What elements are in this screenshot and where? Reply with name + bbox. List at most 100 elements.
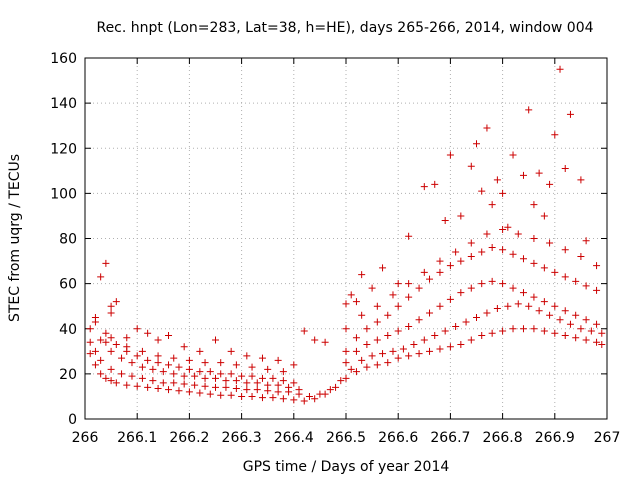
data-point bbox=[488, 277, 496, 285]
data-point bbox=[452, 322, 460, 330]
y-tick-label: 100 bbox=[50, 186, 77, 202]
data-point bbox=[467, 336, 475, 344]
data-point bbox=[191, 372, 199, 380]
data-point bbox=[587, 327, 595, 335]
data-point bbox=[415, 350, 423, 358]
data-point bbox=[159, 368, 167, 376]
data-point bbox=[457, 257, 465, 265]
data-point bbox=[561, 332, 569, 340]
data-point bbox=[577, 253, 585, 261]
data-point bbox=[426, 275, 434, 283]
data-point bbox=[452, 248, 460, 256]
data-point bbox=[519, 255, 527, 263]
data-point bbox=[384, 311, 392, 319]
x-tick-label: 266.3 bbox=[222, 430, 262, 446]
data-point bbox=[405, 322, 413, 330]
data-point bbox=[238, 372, 246, 380]
data-point bbox=[86, 338, 94, 346]
data-point bbox=[149, 365, 157, 373]
data-point bbox=[222, 383, 230, 391]
data-point bbox=[436, 257, 444, 265]
data-point bbox=[243, 379, 251, 387]
data-point bbox=[368, 352, 376, 360]
data-point bbox=[311, 395, 319, 403]
data-point bbox=[290, 379, 298, 387]
data-point bbox=[415, 284, 423, 292]
data-point bbox=[436, 268, 444, 276]
data-point bbox=[389, 347, 397, 355]
data-point bbox=[566, 110, 574, 118]
data-point bbox=[290, 361, 298, 369]
data-point bbox=[519, 325, 527, 333]
data-point bbox=[405, 280, 413, 288]
data-point bbox=[373, 302, 381, 310]
data-point bbox=[185, 388, 193, 396]
data-point bbox=[467, 284, 475, 292]
data-point bbox=[196, 389, 204, 397]
data-point bbox=[436, 302, 444, 310]
data-point bbox=[457, 289, 465, 297]
data-point bbox=[420, 268, 428, 276]
data-point bbox=[144, 383, 152, 391]
data-point bbox=[128, 359, 136, 367]
data-point bbox=[446, 151, 454, 159]
data-point bbox=[577, 176, 585, 184]
data-point bbox=[478, 332, 486, 340]
data-point bbox=[274, 356, 282, 364]
data-point bbox=[180, 372, 188, 380]
data-point bbox=[175, 387, 183, 395]
data-point bbox=[352, 334, 360, 342]
data-point bbox=[483, 124, 491, 132]
y-tick-label: 140 bbox=[50, 96, 77, 112]
data-point bbox=[112, 379, 120, 387]
data-point bbox=[165, 361, 173, 369]
data-point bbox=[154, 352, 162, 360]
data-point bbox=[175, 363, 183, 371]
data-point bbox=[546, 239, 554, 247]
data-point bbox=[196, 368, 204, 376]
data-point bbox=[107, 347, 115, 355]
data-point bbox=[212, 374, 219, 382]
x-tick-label: 266 bbox=[72, 430, 99, 446]
data-point bbox=[379, 350, 387, 358]
data-point bbox=[227, 391, 235, 399]
data-point bbox=[499, 327, 507, 335]
data-point bbox=[593, 320, 601, 328]
data-point bbox=[217, 359, 225, 367]
data-point bbox=[253, 386, 261, 394]
x-axis-title: GPS time / Days of year 2014 bbox=[243, 459, 450, 475]
x-tick-label: 267 bbox=[594, 430, 621, 446]
data-point bbox=[300, 327, 308, 335]
y-tick-label: 40 bbox=[59, 322, 77, 338]
data-point bbox=[180, 343, 188, 351]
data-point bbox=[405, 352, 413, 360]
data-point bbox=[123, 381, 131, 389]
data-point bbox=[556, 316, 564, 324]
data-point bbox=[165, 386, 173, 394]
data-point bbox=[467, 253, 475, 261]
data-point bbox=[107, 365, 115, 373]
x-tick-label: 266.4 bbox=[274, 430, 314, 446]
data-point bbox=[352, 298, 360, 306]
data-point bbox=[253, 379, 261, 387]
data-point bbox=[509, 284, 517, 292]
data-point bbox=[300, 397, 308, 405]
data-point bbox=[170, 370, 178, 378]
data-point bbox=[285, 383, 293, 391]
data-point bbox=[394, 327, 402, 335]
data-point bbox=[269, 374, 277, 382]
data-point bbox=[107, 377, 115, 385]
x-tick-label: 266.1 bbox=[117, 430, 157, 446]
data-point bbox=[196, 347, 204, 355]
data-point bbox=[561, 246, 569, 254]
data-point bbox=[420, 336, 428, 344]
data-point bbox=[389, 291, 397, 299]
data-point bbox=[342, 300, 350, 308]
data-point bbox=[91, 347, 99, 355]
data-point bbox=[212, 383, 219, 391]
data-point bbox=[551, 131, 559, 139]
data-point bbox=[556, 65, 564, 73]
data-point bbox=[509, 250, 517, 258]
data-point bbox=[212, 336, 219, 344]
data-point bbox=[446, 343, 454, 351]
